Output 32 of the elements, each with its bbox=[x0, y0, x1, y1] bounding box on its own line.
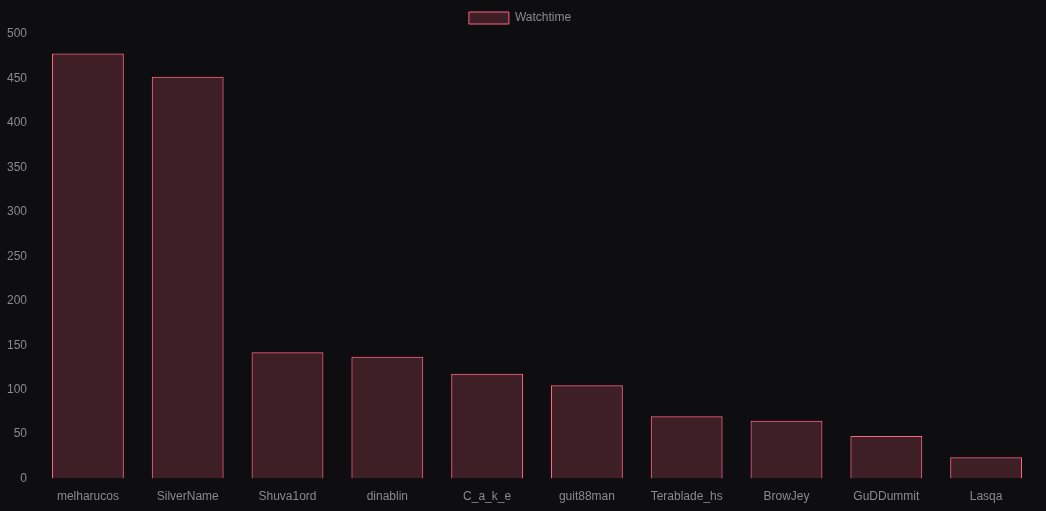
bar bbox=[152, 77, 223, 479]
bar bbox=[451, 373, 524, 479]
bar bbox=[751, 421, 822, 479]
x-tick-label: Terablade_hs bbox=[650, 489, 723, 504]
y-tick-label: 100 bbox=[6, 381, 28, 396]
bar bbox=[850, 435, 923, 479]
y-tick-label: 350 bbox=[6, 159, 28, 174]
x-tick-label: melharucos bbox=[56, 489, 119, 504]
x-tick-label: SilverName bbox=[156, 489, 220, 504]
bar bbox=[252, 353, 323, 479]
y-tick-label: 200 bbox=[6, 293, 28, 308]
y-tick-label: 250 bbox=[6, 248, 28, 263]
y-tick-label: 500 bbox=[6, 26, 28, 41]
y-tick-label: 400 bbox=[6, 115, 28, 130]
bar bbox=[550, 385, 623, 479]
x-tick-label: Shuva1ord bbox=[258, 489, 317, 504]
y-tick-label: 450 bbox=[6, 70, 28, 85]
x-tick-label: GuDDummit bbox=[853, 489, 920, 504]
y-tick-label: 0 bbox=[20, 470, 28, 485]
y-tick-label: 150 bbox=[6, 337, 28, 352]
bar bbox=[51, 53, 124, 479]
y-tick-label: 300 bbox=[6, 204, 28, 219]
bar bbox=[351, 356, 424, 479]
x-tick-label: guit88man bbox=[558, 489, 615, 504]
legend-label: Watchtime bbox=[514, 10, 572, 25]
x-tick-label: dinablin bbox=[366, 489, 408, 504]
x-tick-label: Lasqa bbox=[969, 489, 1003, 504]
bar bbox=[950, 457, 1023, 479]
x-tick-label: C_a_k_e bbox=[463, 489, 512, 504]
bar bbox=[651, 417, 722, 479]
y-tick-label: 50 bbox=[13, 426, 28, 441]
x-tick-label: BrowJey bbox=[763, 489, 810, 504]
